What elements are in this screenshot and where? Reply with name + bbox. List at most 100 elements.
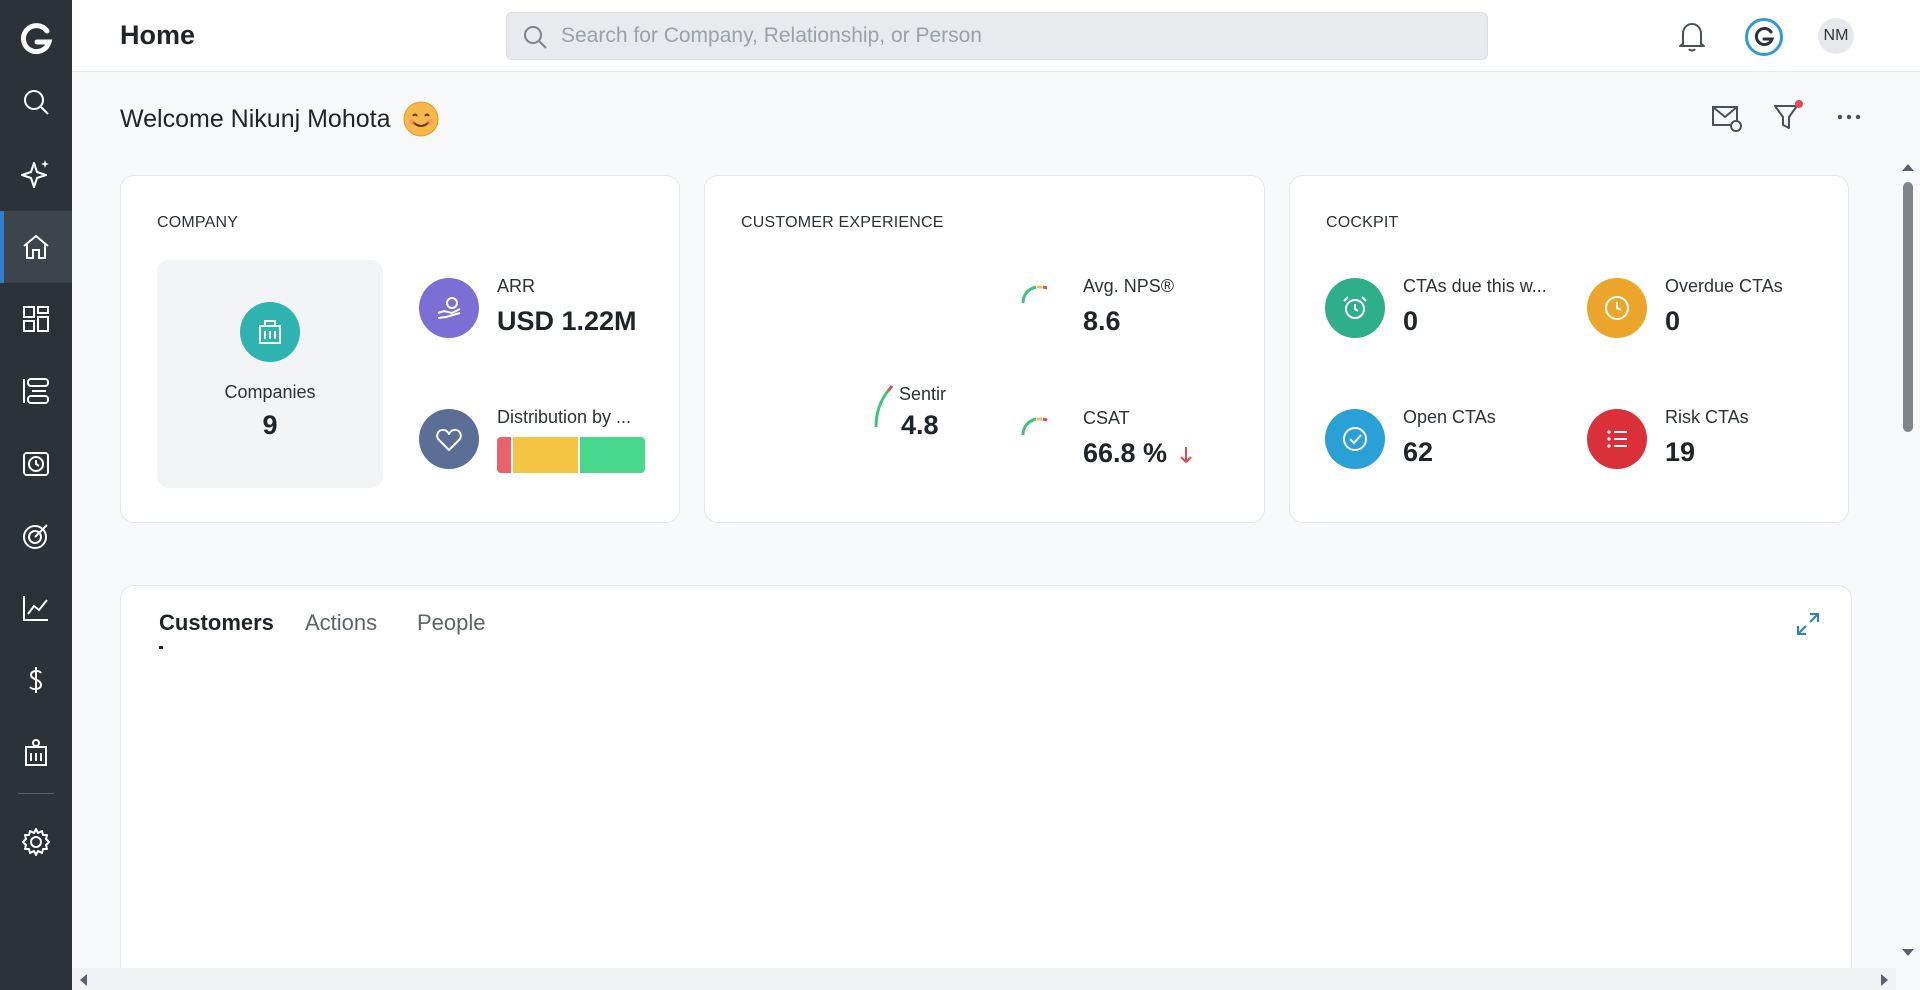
sentiment-gauge-icon	[874, 385, 894, 428]
gear-icon	[22, 828, 50, 856]
sidebar-item-settings[interactable]	[0, 806, 72, 878]
arr-icon-circle	[419, 278, 479, 338]
bell-icon[interactable]	[1674, 18, 1710, 54]
customer-experience-card: CUSTOMER EXPERIENCE Sentir 4.8 Avg. NPS®…	[704, 175, 1265, 523]
user-avatar[interactable]: NM	[1818, 18, 1854, 54]
alarm-clock-icon	[1343, 296, 1367, 319]
tab-customers[interactable]: Customers	[159, 610, 274, 635]
hand-money-icon	[437, 297, 461, 319]
tab-actions[interactable]: Actions	[305, 610, 378, 635]
dollar-icon	[29, 667, 43, 693]
top-header: Home NM	[72, 0, 1920, 72]
sidebar	[0, 0, 72, 990]
home-icon	[23, 234, 49, 259]
companies-icon-circle	[240, 302, 300, 362]
nps-value: 8.6	[1083, 306, 1121, 336]
target-icon	[23, 524, 48, 549]
search-icon	[24, 90, 49, 115]
line-chart-icon	[23, 596, 48, 621]
search-icon	[524, 26, 547, 49]
tab-people[interactable]: People	[417, 610, 486, 635]
sentiment-label: Sentir	[899, 384, 947, 404]
distribution-segment[interactable]	[578, 437, 645, 473]
arrow-down-icon	[1180, 447, 1192, 464]
nps-gauge-icon	[1021, 285, 1048, 304]
vertical-scroll-thumb[interactable]	[1903, 182, 1913, 432]
overdue-ctas-value: 0	[1665, 306, 1681, 336]
g-logo-icon	[1754, 27, 1775, 46]
company-card-title: COMPANY	[157, 214, 239, 231]
welcome-row: Welcome Nikunj Mohota	[120, 100, 440, 138]
timeline-icon	[23, 378, 49, 404]
building-people-icon	[25, 739, 47, 766]
open-ctas-label: Open CTAs	[1403, 407, 1496, 427]
csat-value: 66.8 %	[1083, 438, 1168, 468]
cx-card-title: CUSTOMER EXPERIENCE	[741, 214, 944, 231]
sidebar-item-timeline[interactable]	[0, 355, 72, 427]
scroll-up-arrow-icon[interactable]	[1901, 162, 1915, 172]
open-ctas-value: 62	[1403, 437, 1434, 467]
expand-icon[interactable]	[1794, 610, 1822, 638]
scroll-down-arrow-icon[interactable]	[1901, 948, 1915, 958]
check-circle-icon	[1343, 427, 1367, 451]
clock-icon	[1605, 296, 1629, 320]
sidebar-item-search[interactable]	[0, 66, 72, 138]
filter-icon[interactable]	[1771, 100, 1805, 134]
ctas-due-label: CTAs due this w...	[1403, 276, 1547, 296]
sidebar-item-dashboards[interactable]	[0, 283, 72, 355]
active-tab-indicator	[159, 646, 163, 649]
page-title: Home	[120, 20, 196, 50]
arr-value: USD 1.22M	[497, 306, 637, 336]
heart-icon	[436, 428, 462, 451]
welcome-text: Welcome Nikunj Mohota	[120, 104, 391, 133]
sidebar-item-success-plans[interactable]	[0, 500, 72, 572]
distribution-bar[interactable]	[497, 437, 645, 473]
more-options-icon[interactable]	[1832, 100, 1866, 134]
scroll-left-arrow-icon[interactable]	[78, 973, 88, 987]
companies-value: 9	[262, 410, 278, 440]
horizontal-scrollbar[interactable]	[72, 968, 1896, 990]
smiley-emoji-icon	[403, 101, 439, 137]
overdue-ctas-icon-circle[interactable]	[1587, 278, 1647, 338]
distribution-icon-circle	[419, 409, 479, 469]
cockpit-card: COCKPIT CTAs due this w... 0 Overdue CTA…	[1289, 175, 1849, 523]
sidebar-item-ai[interactable]	[0, 138, 72, 210]
gainsight-logo[interactable]	[0, 14, 72, 64]
email-settings-icon[interactable]	[1710, 100, 1744, 134]
global-search[interactable]	[506, 12, 1488, 60]
ctas-due-icon-circle[interactable]	[1325, 278, 1385, 338]
sidebar-item-home[interactable]	[0, 211, 72, 283]
arr-label: ARR	[497, 276, 536, 296]
building-icon	[259, 320, 281, 344]
companies-tile[interactable]: Companies 9	[157, 260, 383, 488]
sparkle-icon	[21, 160, 49, 188]
app-switcher-logo[interactable]	[1745, 18, 1783, 56]
risk-ctas-value: 19	[1665, 437, 1696, 467]
distribution-segment[interactable]	[497, 437, 512, 473]
distribution-segment[interactable]	[511, 437, 579, 473]
csat-label: CSAT	[1083, 408, 1130, 428]
company-card: COMPANY Companies 9 ARR USD 1.22M Distri…	[120, 175, 680, 523]
dashboard-icon	[23, 306, 49, 332]
open-ctas-icon-circle[interactable]	[1325, 409, 1385, 469]
vertical-scrollbar[interactable]	[1896, 160, 1920, 960]
alarm-clock-icon	[23, 452, 49, 476]
overdue-ctas-label: Overdue CTAs	[1665, 276, 1783, 296]
sentiment-value: 4.8	[901, 410, 939, 440]
cockpit-card-title: COCKPIT	[1326, 214, 1399, 231]
sidebar-divider	[18, 793, 54, 794]
sidebar-item-customers[interactable]	[0, 717, 72, 789]
tabs-panel: Customers Actions People	[120, 585, 1852, 990]
list-icon	[1607, 430, 1627, 448]
sidebar-item-renewals[interactable]	[0, 644, 72, 716]
search-input[interactable]	[561, 13, 1461, 59]
risk-ctas-icon-circle[interactable]	[1587, 409, 1647, 469]
scroll-right-arrow-icon[interactable]	[1880, 973, 1890, 987]
sidebar-item-analytics[interactable]	[0, 572, 72, 644]
g-logo-icon	[20, 23, 53, 55]
nps-label: Avg. NPS®	[1083, 276, 1174, 296]
companies-label: Companies	[224, 382, 316, 402]
risk-ctas-label: Risk CTAs	[1665, 407, 1749, 427]
csat-gauge-icon	[1021, 417, 1048, 436]
sidebar-item-cockpit[interactable]	[0, 427, 72, 499]
